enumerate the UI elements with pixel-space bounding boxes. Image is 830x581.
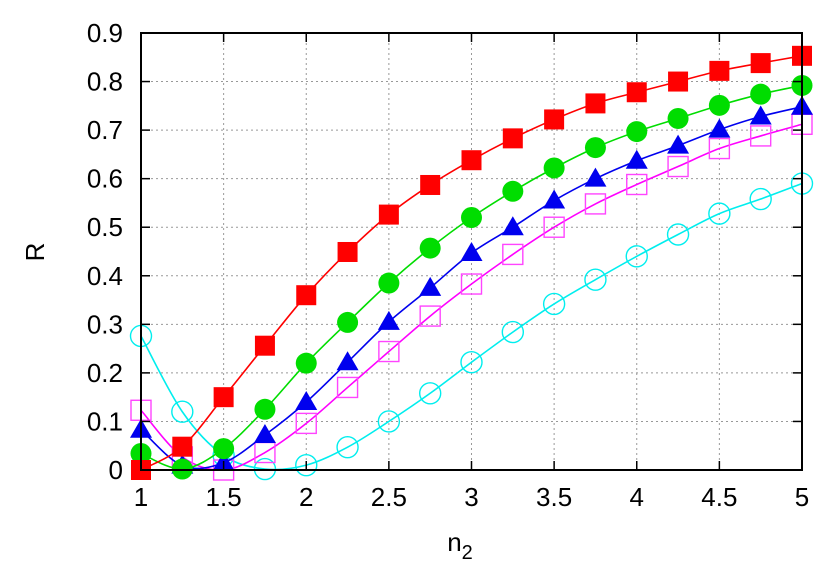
data-point-marker <box>378 272 400 294</box>
data-point-marker <box>460 351 483 374</box>
x-tick-label: 1 <box>134 482 148 512</box>
data-point-marker <box>172 436 193 457</box>
y-tick-label: 0.8 <box>87 67 123 97</box>
y-tick-label: 0.4 <box>87 261 123 291</box>
data-point-marker <box>461 207 482 229</box>
data-point-marker <box>336 435 359 459</box>
x-tick-label: 4.5 <box>701 482 737 512</box>
data-point-marker <box>543 157 565 179</box>
x-tick-label: 5 <box>795 482 809 512</box>
data-point-marker <box>295 352 317 374</box>
data-point-marker <box>419 276 442 296</box>
series-line <box>140 182 803 471</box>
data-point-marker <box>584 167 607 187</box>
y-tick-label: 0.9 <box>87 18 123 48</box>
data-point-marker <box>419 237 441 259</box>
data-point-marker <box>667 107 689 129</box>
data-point-marker <box>295 412 317 435</box>
data-point-marker <box>625 149 648 169</box>
y-tick-label: 0.2 <box>87 358 123 388</box>
data-point-marker <box>418 382 442 405</box>
data-point-marker <box>749 187 772 211</box>
data-point-marker <box>584 268 607 291</box>
y-axis-ticks: 0 0.1 0.2 0.3 0.4 0.5 0.6 0.7 0.8 0.9 <box>87 18 802 485</box>
data-point-marker <box>626 173 648 196</box>
data-point-marker <box>501 216 524 236</box>
data-point-marker <box>709 60 730 81</box>
data-point-marker <box>750 83 772 105</box>
series-line <box>140 84 803 470</box>
data-point-marker <box>501 320 525 344</box>
data-point-marker <box>708 94 730 116</box>
data-point-marker <box>213 387 234 408</box>
data-point-marker <box>668 71 689 92</box>
y-tick-label: 0.6 <box>87 164 123 194</box>
data-point-marker <box>749 125 772 147</box>
x-axis-ticks: 1 1.5 2 2.5 3 3.5 4 4.5 5 <box>134 33 809 512</box>
data-point-marker <box>253 424 276 444</box>
data-point-marker <box>378 340 400 363</box>
series-magenta-open-squares <box>130 113 813 481</box>
data-point-marker <box>295 453 318 477</box>
data-point-marker <box>542 292 566 316</box>
data-point-marker <box>584 137 606 159</box>
data-point-marker <box>337 311 359 333</box>
data-point-marker <box>336 376 359 399</box>
data-point-marker <box>626 82 647 103</box>
y-axis-label: R <box>20 243 50 262</box>
data-point-marker <box>543 189 566 209</box>
data-point-marker <box>377 410 401 433</box>
data-point-marker <box>254 398 276 420</box>
data-point-marker <box>213 438 235 460</box>
data-point-marker <box>337 241 358 262</box>
series-line <box>140 55 803 471</box>
data-point-marker <box>544 109 565 130</box>
data-point-marker <box>667 134 690 154</box>
data-point-marker <box>460 241 483 261</box>
series-red-filled-squares <box>131 45 812 480</box>
data-point-marker <box>667 155 689 178</box>
x-tick-label: 3 <box>464 482 478 512</box>
data-point-marker <box>502 128 523 149</box>
data-point-marker <box>625 245 648 268</box>
data-point-marker <box>295 391 318 411</box>
y-tick-label: 0.7 <box>87 115 123 145</box>
data-point-marker <box>420 174 441 195</box>
data-point-marker <box>708 118 731 138</box>
series-line <box>140 123 803 471</box>
data-point-marker <box>708 137 731 160</box>
y-tick-label: 0 <box>109 455 123 485</box>
y-tick-label: 0.5 <box>87 212 123 242</box>
data-point-marker <box>666 223 690 246</box>
y-tick-label: 0.3 <box>87 309 123 339</box>
x-tick-label: 2 <box>299 482 313 512</box>
data-point-marker <box>585 93 606 114</box>
data-point-marker <box>254 335 275 356</box>
data-point-marker <box>502 243 524 266</box>
y-tick-label: 0.1 <box>87 406 123 436</box>
data-point-marker <box>461 150 482 171</box>
data-point-marker <box>708 202 731 225</box>
x-tick-label: 3.5 <box>536 482 572 512</box>
data-point-marker <box>296 285 317 306</box>
data-point-marker <box>378 204 399 225</box>
data-point-marker <box>171 400 194 423</box>
data-point-marker <box>749 105 772 125</box>
data-point-marker <box>419 305 441 327</box>
data-point-marker <box>377 310 400 330</box>
x-axis-label: n2 <box>447 527 473 564</box>
data-point-marker <box>460 273 483 295</box>
x-tick-label: 2.5 <box>371 482 407 512</box>
data-point-marker <box>336 351 359 371</box>
data-point-marker <box>543 216 565 238</box>
data-point-marker <box>584 193 607 215</box>
x-tick-label: 4 <box>630 482 644 512</box>
data-point-marker <box>626 121 648 143</box>
data-point-marker <box>750 53 771 74</box>
data-point-marker <box>502 180 524 202</box>
x-tick-label: 1.5 <box>206 482 242 512</box>
